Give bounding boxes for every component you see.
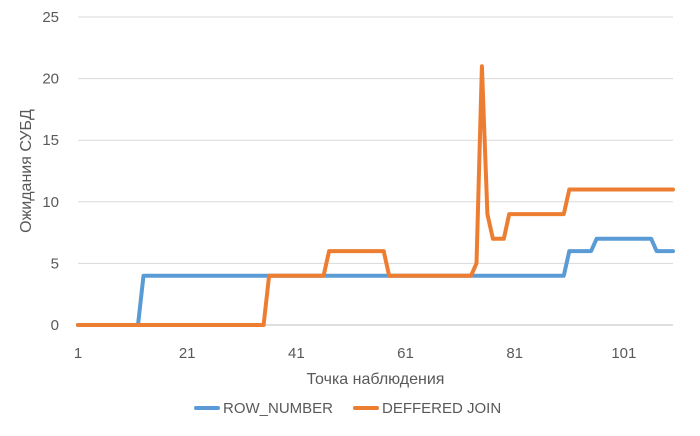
x-tick-label: 1 [74, 345, 82, 362]
legend-label: DEFFERED JOIN [382, 400, 501, 417]
y-tick-label: 25 [42, 9, 59, 26]
x-tick-label: 21 [179, 345, 196, 362]
y-tick-label: 0 [51, 317, 59, 334]
series-lines [76, 64, 675, 327]
x-axis-title: Точка наблюдения [307, 371, 445, 388]
x-tick-label: 61 [397, 345, 414, 362]
y-tick-label: 5 [51, 255, 59, 272]
x-tick-labels: 1 21 41 61 81 101 [74, 345, 637, 362]
y-tick-label: 20 [42, 71, 59, 88]
x-tick-label: 101 [611, 345, 636, 362]
legend-item: DEFFERED JOIN [353, 400, 501, 417]
y-tick-label: 15 [42, 132, 59, 149]
y-axis-title: Ожидания СУБД [18, 109, 35, 233]
legend: ROW_NUMBER DEFFERED JOIN [194, 400, 501, 417]
legend-item: ROW_NUMBER [194, 400, 333, 417]
x-tick-label: 81 [506, 345, 523, 362]
gridlines [78, 16, 673, 264]
x-tick-label: 41 [288, 345, 305, 362]
series-line-row-number [76, 236, 675, 327]
series-line-deffered-join [76, 64, 675, 327]
y-tick-label: 10 [42, 194, 59, 211]
y-tick-labels: 0 5 10 15 20 25 [42, 9, 59, 334]
legend-label: ROW_NUMBER [223, 400, 333, 417]
